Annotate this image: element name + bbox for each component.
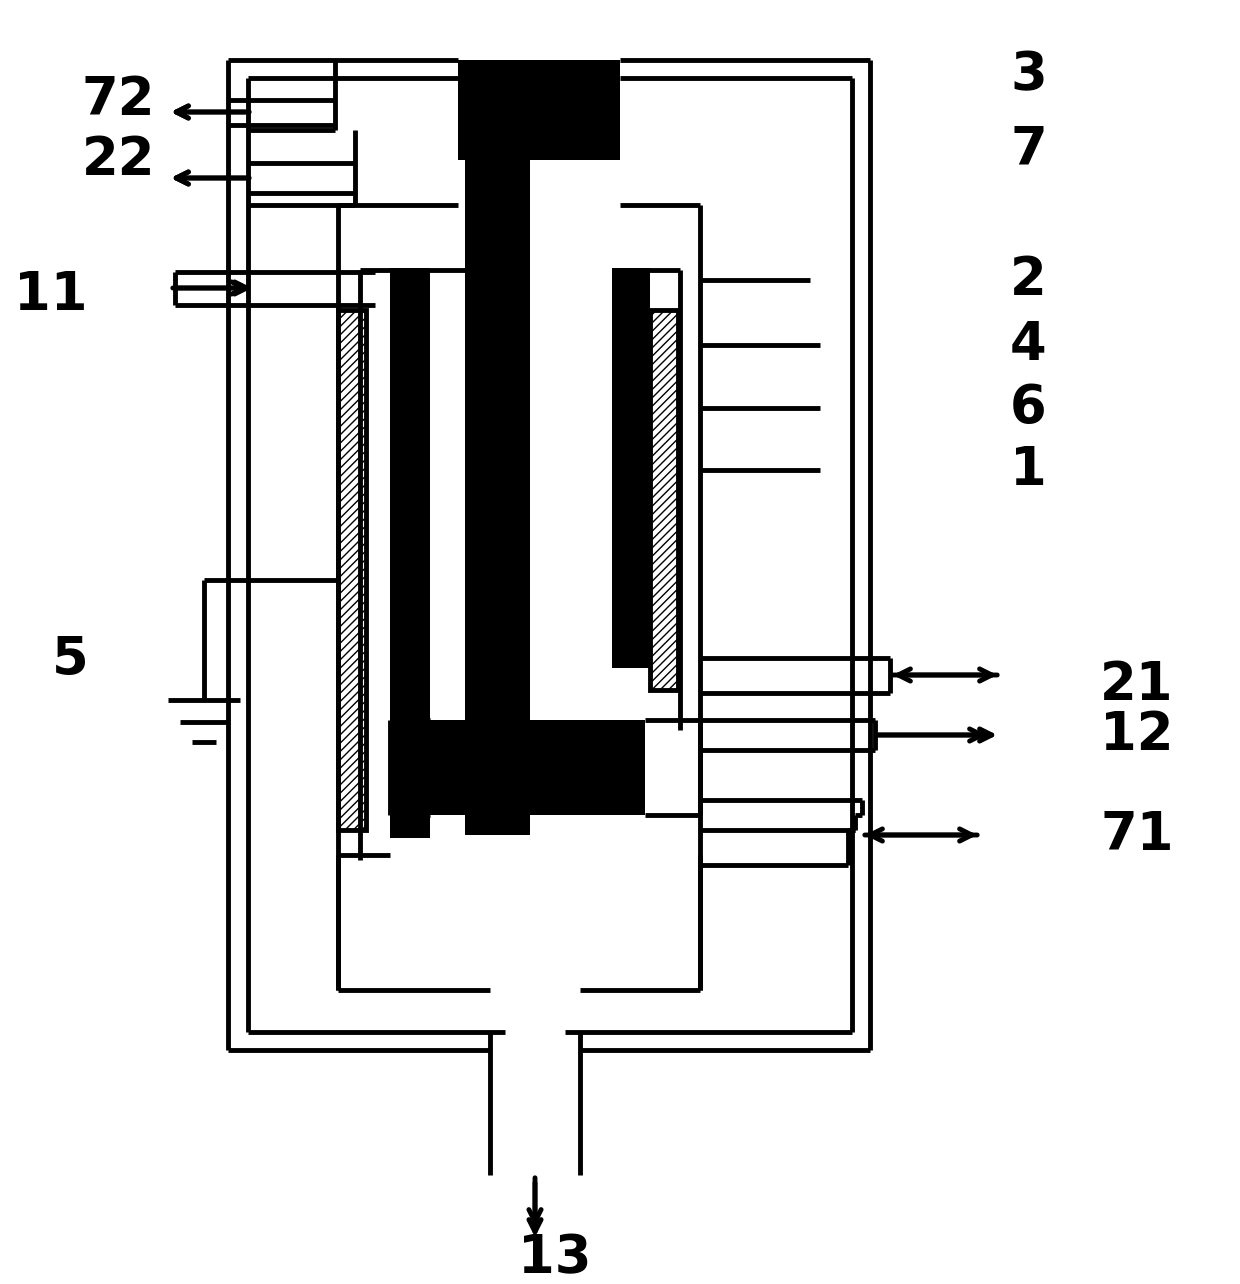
Text: 2: 2 (1011, 254, 1047, 306)
Text: 1: 1 (1011, 444, 1047, 496)
Text: 3: 3 (1011, 49, 1047, 101)
Bar (491, 1034, 579, 1175)
Text: 13: 13 (518, 1233, 591, 1284)
Bar (650, 309, 678, 690)
Text: 22: 22 (82, 134, 155, 186)
Bar (465, 155, 529, 835)
Text: 21: 21 (1100, 659, 1173, 711)
Text: 4: 4 (1011, 318, 1047, 371)
Text: 7: 7 (1011, 125, 1047, 176)
Bar (465, 205, 529, 225)
Text: 5: 5 (51, 634, 88, 686)
Bar (430, 720, 645, 815)
Text: 71: 71 (1100, 809, 1173, 862)
Text: 11: 11 (15, 270, 88, 321)
Bar (391, 268, 430, 838)
Text: 12: 12 (1100, 709, 1173, 761)
Text: 6: 6 (1011, 383, 1047, 434)
Bar (458, 60, 620, 160)
Text: 72: 72 (82, 74, 155, 126)
Bar (339, 309, 366, 829)
Bar (613, 268, 650, 668)
